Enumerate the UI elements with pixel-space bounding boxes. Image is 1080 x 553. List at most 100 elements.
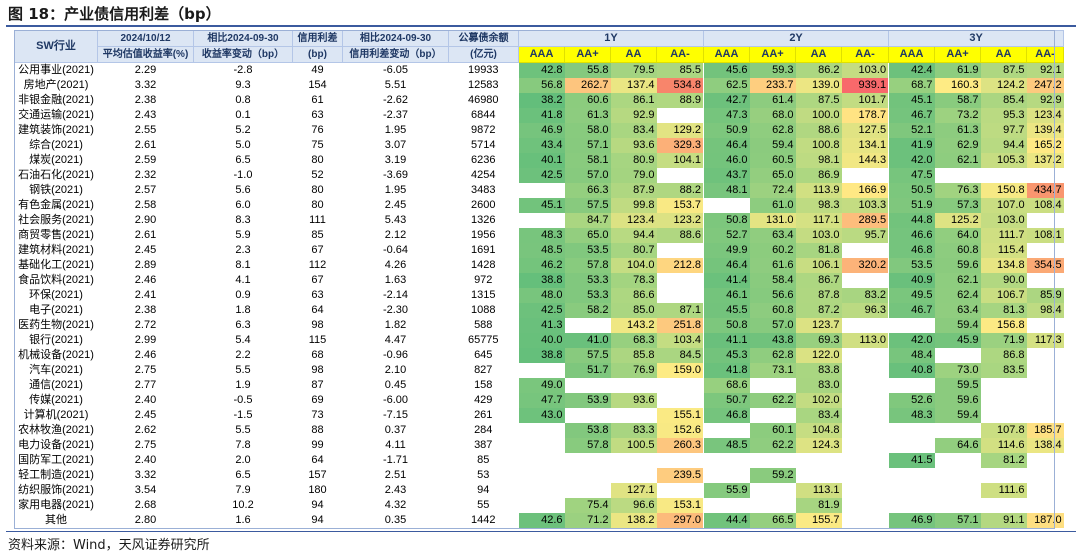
- spread-change: 1.63: [384, 274, 407, 286]
- credit-spread-table: SW行业 2024/10/12 相比2024-09-30 信用利差 相比2024…: [14, 30, 1065, 528]
- header-spread-chg-date: 相比2024-09-30: [342, 30, 449, 47]
- table-row: 计算机(2021) 2.45 -1.5 73 -7.15 261 43.0 155.1 46.8…: [15, 408, 1064, 423]
- bond-balance: 284: [474, 424, 493, 436]
- spread-cell-y3-3: [1026, 483, 1064, 498]
- avg-yield: 3.54: [134, 484, 157, 496]
- spread-change: -1.71: [382, 454, 409, 466]
- spread-cell-y3-1: 61.9: [934, 62, 981, 78]
- bond-balance: 94: [477, 484, 490, 496]
- spread-change: 0.37: [384, 424, 407, 436]
- spread-cell-y1-0: 42.5: [518, 168, 565, 183]
- yield-change: 4.1: [235, 274, 251, 286]
- header-spread-unit: (bp): [292, 46, 343, 63]
- spread-change: 2.12: [384, 229, 407, 241]
- bond-balance: 429: [474, 394, 493, 406]
- spread-change: 3.19: [384, 154, 407, 166]
- spread-cell-y1-2: 104.0: [610, 258, 657, 273]
- spread-cell-y3-1: [934, 483, 981, 498]
- bond-balance: 1442: [471, 514, 496, 526]
- spread-cell-y3-1: [934, 498, 981, 513]
- yield-change: 7.8: [235, 439, 251, 451]
- bond-balance: 588: [474, 319, 493, 331]
- spread-cell-y2-0: 43.7: [703, 168, 750, 183]
- industry-name: 国防军工(2021): [18, 454, 94, 466]
- spread-cell-y1-2: 83.3: [610, 423, 657, 438]
- spread-cell-y1-3: 153.7: [656, 198, 704, 213]
- spread-cell-y2-2: 81.8: [795, 243, 842, 258]
- spread-cell-y1-0: [518, 183, 565, 198]
- spread-cell-y3-3: [1026, 273, 1064, 288]
- spread-cell-y3-1: 62.9: [934, 138, 981, 153]
- spread-cell-y3-1: 73.2: [934, 108, 981, 123]
- credit-spread: 99: [311, 439, 324, 451]
- avg-yield: 2.80: [134, 514, 157, 526]
- spread-cell-y1-0: 42.8: [518, 62, 565, 78]
- spread-cell-y2-1: 66.5: [749, 513, 796, 528]
- spread-cell-y2-3: [841, 483, 889, 498]
- spread-cell-y2-0: 48.1: [703, 183, 750, 198]
- spread-change: 0.45: [384, 379, 407, 391]
- spread-cell-y3-2: 134.8: [980, 258, 1027, 273]
- spread-cell-y3-0: 42.0: [888, 153, 935, 168]
- spread-cell-y1-1: 51.7: [564, 363, 611, 378]
- table-row: 建筑装饰(2021) 2.55 5.2 76 1.95 9872 46.9 58.0 83.4 1…: [15, 123, 1064, 138]
- spread-cell-y2-0: 45.3: [703, 348, 750, 363]
- spread-cell-y2-3: 113.0: [841, 333, 889, 348]
- industry-name: 综合(2021): [29, 139, 83, 151]
- spread-cell-y3-2: 124.2: [980, 78, 1027, 93]
- spread-cell-y3-3: 137.2: [1026, 153, 1064, 168]
- avg-yield: 2.75: [134, 364, 157, 376]
- spread-cell-y2-3: 320.2: [841, 258, 889, 273]
- spread-cell-y2-1: 65.0: [749, 168, 796, 183]
- table-row: 通信(2021) 2.77 1.9 87 0.45 158 49.0 68.6 83.0 59.5: [15, 378, 1064, 393]
- bond-balance: 19933: [467, 64, 499, 76]
- spread-cell-y1-3: [656, 168, 704, 183]
- spread-cell-y1-3: 84.5: [656, 348, 704, 363]
- industry-name: 计算机(2021): [23, 409, 89, 421]
- spread-cell-y1-0: 41.8: [518, 108, 565, 123]
- spread-cell-y3-3: 165.2: [1026, 138, 1064, 153]
- header-amount-unit: (亿元): [448, 46, 519, 63]
- avg-yield: 2.90: [134, 214, 157, 226]
- spread-cell-y3-2: 107.0: [980, 198, 1027, 213]
- spread-cell-y1-3: 123.2: [656, 213, 704, 228]
- spread-cell-y3-3: 139.4: [1026, 123, 1064, 138]
- spread-cell-y2-3: [841, 243, 889, 258]
- spread-cell-y1-1: 58.0: [564, 123, 611, 138]
- spread-cell-y2-0: 62.5: [703, 78, 750, 93]
- avg-yield: 2.61: [134, 229, 157, 241]
- spread-cell-y3-2: 111.7: [980, 228, 1027, 243]
- spread-change: 4.26: [384, 259, 407, 271]
- industry-name: 通信(2021): [29, 379, 83, 391]
- spread-cell-y1-2: 80.7: [610, 243, 657, 258]
- spread-cell-y2-0: 46.1: [703, 288, 750, 303]
- avg-yield: 2.55: [134, 124, 157, 136]
- spread-cell-y3-0: 52.1: [888, 123, 935, 138]
- spread-cell-y2-0: 50.8: [703, 318, 750, 333]
- spread-cell-y3-0: [888, 378, 935, 393]
- spread-cell-y3-2: 86.8: [980, 348, 1027, 363]
- spread-cell-y2-0: 46.4: [703, 138, 750, 153]
- table-row: 汽车(2021) 2.75 5.5 98 2.10 827 51.7 76.9 159.0 41.…: [15, 363, 1064, 378]
- spread-cell-y1-2: [610, 408, 657, 423]
- spread-cell-y2-3: [841, 453, 889, 468]
- header-yield-chg-date: 相比2024-09-30: [193, 30, 293, 47]
- table-row: 电力设备(2021) 2.75 7.8 99 4.11 387 57.8 100.5 260.3…: [15, 438, 1064, 453]
- spread-change: -2.30: [382, 304, 409, 316]
- spread-cell-y2-0: 45.5: [703, 303, 750, 318]
- industry-name: 有色金属(2021): [18, 199, 94, 211]
- spread-cell-y2-0: 48.5: [703, 438, 750, 453]
- spread-cell-y3-3: [1026, 498, 1064, 513]
- bond-balance: 4254: [471, 169, 496, 181]
- industry-name: 环保(2021): [29, 289, 83, 301]
- spread-cell-y3-0: [888, 318, 935, 333]
- spread-cell-y3-0: 40.9: [888, 273, 935, 288]
- spread-cell-y1-2: 87.9: [610, 183, 657, 198]
- bond-balance: 1428: [471, 259, 496, 271]
- bond-balance: 261: [474, 409, 493, 421]
- spread-cell-y1-1: 57.1: [564, 138, 611, 153]
- spread-cell-y1-1: 66.3: [564, 183, 611, 198]
- spread-cell-y1-2: 86.1: [610, 93, 657, 108]
- industry-name: 电力设备(2021): [18, 439, 94, 451]
- spread-change: -2.37: [382, 109, 409, 121]
